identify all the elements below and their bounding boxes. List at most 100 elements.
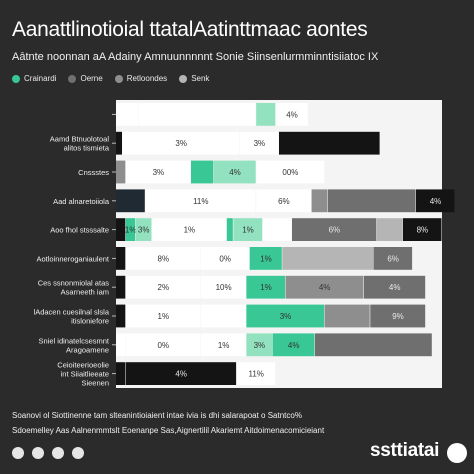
bar-segment-r9-s6 xyxy=(314,333,432,357)
bar-segment-r6-s4 xyxy=(249,247,282,270)
data-label: 4% xyxy=(175,370,187,379)
data-label: 4% xyxy=(288,341,300,350)
data-label: 4% xyxy=(389,283,401,292)
data-label: 4% xyxy=(430,197,442,206)
bar-segment-r6-s3 xyxy=(200,247,250,270)
footnote: Soanovi ol Siottinenne tam slteanintioia… xyxy=(12,408,324,438)
bar-segment-r3-s3 xyxy=(191,160,214,184)
data-label: 0% xyxy=(219,254,231,263)
social-links xyxy=(12,447,84,459)
category-label: Ceioiteerioeolie int Siiaitlieeate Sieenen xyxy=(57,361,109,388)
category-label: Aoo fhol stsssalte xyxy=(50,226,109,235)
social-icon-3[interactable] xyxy=(52,447,64,459)
data-label: 8% xyxy=(417,226,429,235)
data-label: 3% xyxy=(153,168,165,177)
bar-segment-r3-s2 xyxy=(125,160,191,184)
data-label: 3% xyxy=(138,226,150,235)
data-label: 3% xyxy=(254,341,266,350)
bar-segment-r5-s10 xyxy=(402,218,442,241)
bar-segment-r3-s4 xyxy=(213,160,256,184)
bar-segment-r7-s3 xyxy=(200,275,246,299)
data-label: 9% xyxy=(392,312,404,321)
bar-segment-r8-s2 xyxy=(125,304,201,328)
bar-segment-r10-s3 xyxy=(236,362,276,385)
category-label: lAdacen cuesilnal slsla itisloniefore xyxy=(34,308,110,326)
bar-segment-r5-s9 xyxy=(376,218,403,241)
footnote-line-1: Soanovi ol Siottinenne tam slteanintioia… xyxy=(12,411,302,420)
data-label: 4% xyxy=(319,283,331,292)
social-icon-4[interactable] xyxy=(72,447,84,459)
data-label: 8% xyxy=(158,254,170,263)
bar-segment-r9-s3 xyxy=(200,333,246,357)
bar-segment-r5-s3 xyxy=(135,218,152,241)
legend-swatch xyxy=(179,74,188,83)
bar-segment-r2-s4 xyxy=(279,131,380,155)
data-label: 3% xyxy=(175,139,187,148)
brand-logo-icon xyxy=(447,443,467,463)
bar-segment-r2-s1 xyxy=(116,131,122,155)
bar-segment-r4-s3 xyxy=(256,189,312,213)
stacked-bar-chart: 4% 3% 3% Aamd Btnuolotoal alitos tismieta 3% 4… xyxy=(34,100,455,388)
bar-segment-r1-s2 xyxy=(138,103,256,126)
data-label: 6% xyxy=(329,226,341,235)
bar-segment-r5-s1 xyxy=(116,218,126,241)
legend-swatch xyxy=(114,74,123,83)
bar-segment-r4-s1 xyxy=(116,189,145,213)
category-label: Aotloinneroganiaulent xyxy=(36,254,109,263)
data-label: 0% xyxy=(158,341,170,350)
bar-segment-r1-s4 xyxy=(275,103,308,126)
data-label: 10% xyxy=(216,283,232,292)
brand-logo-text: ssttiatai xyxy=(370,440,440,461)
data-label: 00% xyxy=(282,168,298,177)
bar-segment-r9-s1 xyxy=(116,333,126,357)
bar-segment-r8-s5 xyxy=(324,304,370,328)
data-label: 2% xyxy=(158,283,170,292)
legend-item-1: Crainardi xyxy=(12,74,56,83)
data-label: 1% xyxy=(218,341,230,350)
bar-segment-r8-s4 xyxy=(246,304,325,328)
chart-title: Aanattlinotioial ttatalAatinttmaac aonte… xyxy=(12,18,368,41)
bar-segment-r7-s1 xyxy=(116,275,126,299)
bar-segment-r2-s2 xyxy=(122,131,240,155)
bar-segment-r6-s1 xyxy=(116,247,126,270)
chart-subtitle: Aātnte noonnan aA Adainy Amnuunnnnnt Son… xyxy=(12,51,379,63)
footnote-line-2: Sdoemelley Aas Aalnenmmtslt Eoenanpe Sas… xyxy=(12,426,325,435)
bar-segment-r8-s6 xyxy=(370,304,426,328)
bar-segment-r6-s5 xyxy=(282,247,374,270)
bar-segment-r3-s5 xyxy=(256,160,325,184)
legend-label: Crainardi xyxy=(24,74,57,83)
data-label: 6% xyxy=(278,197,290,206)
data-label: 6% xyxy=(387,254,399,263)
data-label: 1% xyxy=(242,226,254,235)
data-label: 11% xyxy=(248,370,263,379)
legend-swatch xyxy=(12,74,20,83)
bar-segment-r9-s5 xyxy=(272,333,315,357)
bar-segment-r5-s6 xyxy=(233,218,263,241)
bar-segment-r4-s6 xyxy=(415,189,455,213)
bar-segment-r1-s3 xyxy=(256,103,276,126)
legend-label: Oerne xyxy=(80,74,103,83)
category-label: Ces ssnonmiolal atas Asarneeth iam xyxy=(38,279,110,297)
social-icon-1[interactable] xyxy=(12,447,24,459)
legend-swatch xyxy=(68,74,77,83)
legend-item-3: Retloondes xyxy=(114,74,168,83)
data-label: 1% xyxy=(184,226,196,235)
bar-segment-r7-s5 xyxy=(285,275,364,299)
data-label: 3% xyxy=(280,312,292,321)
data-label: 4% xyxy=(286,110,298,119)
category-label: Aad alnaretoiiola xyxy=(53,197,110,206)
bar-segment-r4-s2 xyxy=(145,189,256,213)
bar-segment-r8-s1 xyxy=(116,304,126,328)
data-label: 3% xyxy=(254,139,266,148)
data-label: 1% xyxy=(125,226,137,235)
data-label: 11% xyxy=(193,197,208,206)
bar-segment-r7-s4 xyxy=(246,275,285,299)
bar-segment-r8-s3 xyxy=(200,304,246,328)
data-label: 1% xyxy=(260,283,272,292)
bar-segment-r5-s2 xyxy=(125,218,136,241)
data-label: 1% xyxy=(260,254,272,263)
bar-segment-r6-s6 xyxy=(373,247,413,270)
legend: Crainardi Oerne Retloondes Senk xyxy=(12,74,209,83)
legend-label: Retloondes xyxy=(126,74,168,83)
social-icon-2[interactable] xyxy=(32,447,44,459)
